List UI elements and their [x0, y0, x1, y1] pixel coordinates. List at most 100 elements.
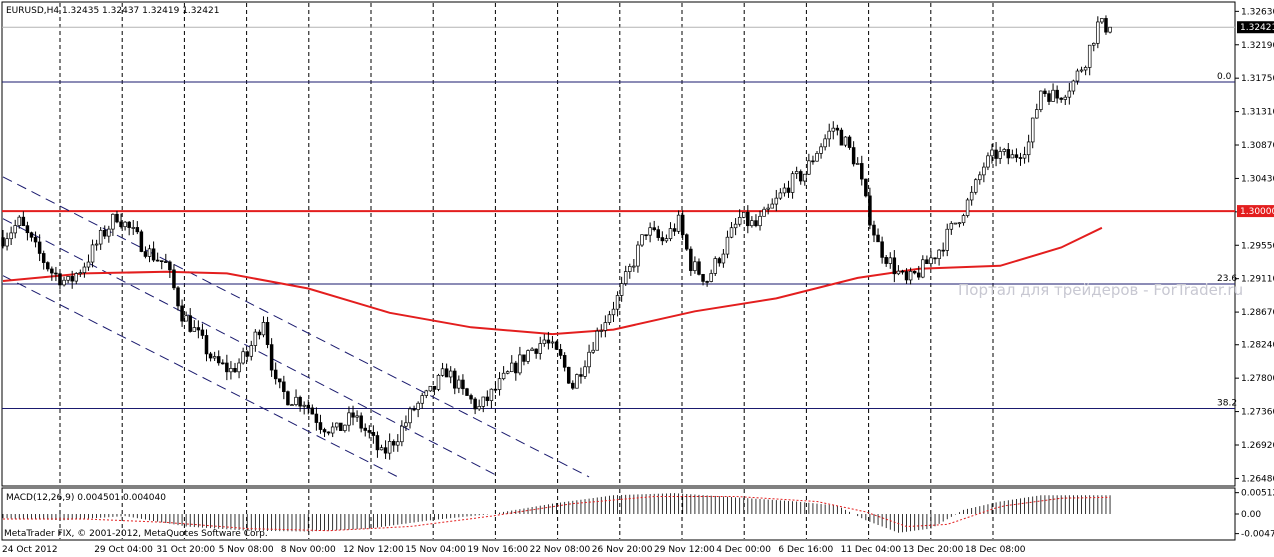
candle	[510, 355, 514, 373]
candle-body	[982, 166, 986, 176]
candle-body	[986, 155, 990, 168]
candle	[986, 152, 990, 171]
candle	[562, 352, 567, 372]
candle-body	[725, 236, 730, 255]
candle	[1100, 17, 1104, 25]
candle-body	[1010, 154, 1015, 159]
x-tick-label: 5 Nov 08:00	[219, 545, 274, 555]
macd-title: MACD(12,26,9) 0.004501 0.004040	[6, 493, 166, 503]
candle-body	[1059, 97, 1063, 100]
candle	[155, 252, 160, 262]
candle	[1067, 82, 1072, 105]
candle-body	[17, 216, 22, 226]
candle-body	[253, 331, 258, 346]
candle	[518, 346, 522, 376]
candle	[54, 266, 58, 282]
candle	[514, 360, 518, 381]
candle	[143, 246, 148, 259]
candle	[86, 254, 91, 271]
candle	[273, 362, 278, 385]
candle-body	[550, 341, 555, 344]
candle-body	[1014, 154, 1019, 158]
candle	[750, 216, 754, 228]
candle	[851, 141, 856, 167]
candle-body	[102, 229, 107, 237]
candle	[1035, 103, 1039, 119]
candle	[330, 422, 335, 438]
candle	[628, 263, 632, 279]
candle-body	[436, 374, 441, 390]
candle-body	[1108, 26, 1112, 33]
candle-body	[176, 287, 180, 307]
candle-body	[599, 330, 604, 332]
candle-body	[111, 213, 115, 230]
candle	[713, 256, 717, 276]
candle-body	[432, 385, 437, 390]
candle	[933, 257, 937, 264]
candle	[1071, 79, 1076, 95]
candle-body	[888, 257, 893, 264]
candle-body	[538, 343, 542, 354]
candle-body	[892, 257, 897, 275]
candle	[566, 366, 571, 384]
candle	[457, 375, 461, 394]
candle	[501, 366, 506, 381]
candle	[860, 155, 864, 186]
candle-body	[82, 266, 87, 273]
candle	[363, 423, 367, 437]
candle-body	[294, 396, 298, 405]
candle	[371, 425, 376, 444]
candle-body	[733, 223, 738, 229]
candle-body	[929, 257, 933, 265]
x-tick-label: 22 Nov 08:00	[530, 545, 591, 555]
candle	[1002, 147, 1006, 156]
candle-body	[367, 430, 372, 433]
candle-body	[615, 295, 620, 310]
candle-body	[408, 408, 412, 424]
candle-body	[729, 227, 734, 238]
candle	[9, 226, 13, 246]
candle-body	[969, 191, 974, 201]
price-tick-label: 1.31750	[1241, 74, 1274, 84]
candle-body	[314, 413, 319, 423]
candle-body	[835, 127, 840, 131]
price-tick-label: 1.32630	[1241, 7, 1274, 17]
candle-body	[737, 216, 742, 225]
candle	[839, 127, 844, 146]
candle-body	[880, 241, 884, 258]
candle	[680, 210, 685, 241]
candle	[538, 336, 542, 360]
candle-body	[310, 407, 315, 415]
candle	[1083, 65, 1088, 76]
candle	[835, 124, 840, 136]
candle-body	[652, 227, 656, 231]
candle	[949, 221, 954, 235]
candle	[697, 258, 701, 276]
candle-body	[127, 221, 131, 228]
candle-body	[774, 197, 779, 205]
candle-body	[216, 356, 221, 364]
candle	[1010, 149, 1015, 159]
candle	[90, 239, 95, 268]
candle	[619, 276, 624, 302]
candle-body	[664, 238, 669, 242]
candle-body	[790, 173, 795, 193]
candle-body	[1067, 90, 1072, 98]
candle	[440, 362, 445, 377]
candle-body	[1022, 154, 1027, 159]
candle	[334, 422, 339, 431]
candle	[233, 362, 237, 373]
candle	[237, 358, 241, 379]
candle-body	[62, 279, 66, 286]
candle-body	[921, 259, 925, 278]
candle	[1063, 94, 1068, 106]
candle-body	[391, 441, 396, 446]
candle-body	[298, 396, 302, 407]
candle	[945, 223, 949, 257]
round-level-box	[1237, 205, 1274, 218]
candle-body	[302, 404, 306, 407]
candle	[469, 393, 473, 404]
ma-layer	[2, 226, 1103, 336]
copyright-text: MetaTrader FIX, © 2001-2012, MetaQuotes …	[4, 529, 268, 539]
